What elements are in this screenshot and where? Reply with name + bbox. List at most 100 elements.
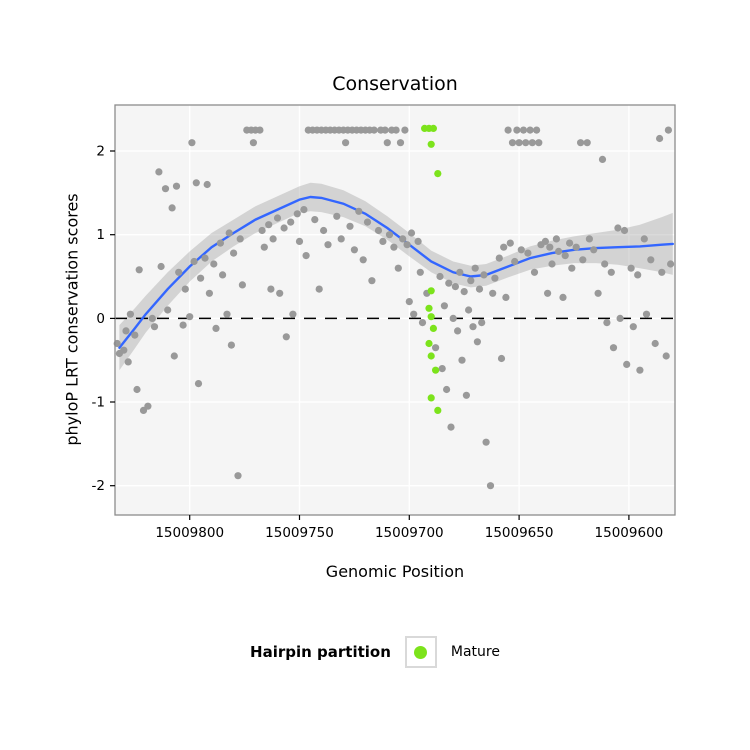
scatter-point-other [260,243,268,251]
smooth-line [118,195,674,349]
scatter-point-other [546,243,554,251]
scatter-point-other [627,264,635,272]
x-axis-label: Genomic Position [325,562,465,581]
scatter-point-other [607,268,615,276]
scatter-point-other [175,268,183,276]
panel-background [115,105,675,515]
scatter-point-other [276,289,284,297]
scatter-point-other [517,246,525,254]
scatter-point-other [451,283,459,291]
scatter-point-other [311,216,319,224]
scatter-point-other [620,226,629,235]
scatter-point-other [280,224,288,232]
scatter-point-other [614,224,622,232]
scatter-point-other [144,402,152,410]
scatter-point-other [489,289,497,297]
scatter-point-other [465,306,473,314]
scatter-point-other [500,243,508,251]
scatter-point-other [513,126,521,134]
scatter-point-other [383,139,391,147]
scatter-point-other [219,271,227,279]
chart-title: Conservation [332,73,458,95]
scatter-point-other [150,323,159,331]
scatter-point-other [583,139,591,147]
scatter-point-mature [434,170,442,178]
scatter-point-other [157,262,165,271]
scatter-point-other [265,221,273,229]
scatter-point-other [449,314,457,322]
scatter-point-other [667,260,675,268]
x-tick-label: 15009700 [375,525,444,541]
scatter-point-other [390,243,398,251]
scatter-point-other [559,293,567,301]
y-tick-label: 0 [96,311,105,327]
scatter-point-mature [427,313,435,321]
scatter-point-other [302,252,310,260]
scatter-point-other [445,279,453,287]
scatter-point-other [396,139,405,147]
legend: Hairpin partition Mature [0,636,750,668]
scatter-point-other [227,341,235,349]
scatter-point-other [124,358,132,366]
scatter-point-other [359,256,367,264]
scatter-point-other [172,182,181,190]
scatter-point-other [504,126,512,134]
scatter-point-other [572,243,580,251]
scatter-point-other [289,310,297,318]
scatter-point-other [491,274,499,282]
scatter-point-other [458,356,466,364]
legend-title: Hairpin partition [250,643,391,661]
scatter-point-mature [432,366,440,374]
scatter-point-other [590,246,598,254]
scatter-point-other [528,139,536,147]
scatter-point-other [502,293,510,301]
scatter-point-mature [427,140,435,148]
scatter-point-other [658,268,666,276]
scatter-point-other [201,254,209,262]
scatter-point-other [161,185,170,193]
scatter-point-other [555,247,563,255]
scatter-point-other [629,323,637,331]
scatter-point-other [454,327,462,335]
scatter-point-other [320,226,328,235]
scatter-point-other [478,319,486,327]
confidence-ribbon [119,182,673,371]
scatter-point-mature [434,406,442,414]
scatter-point-other [293,210,301,218]
x-tick-label: 15009800 [155,525,224,541]
scatter-point-other [392,126,400,134]
legend-item-label: Mature [450,644,500,660]
scatter-point-other [401,126,409,134]
scatter-point-other [530,268,539,276]
scatter-point-other [269,235,277,243]
scatter-point-other [216,239,224,247]
scatter-point-other [511,257,519,266]
scatter-point-other [212,324,220,332]
x-tick-label: 15009650 [485,525,554,541]
scatter-point-other [194,380,203,388]
scatter-point-other [519,126,528,134]
scatter-point-other [135,266,143,274]
scatter-point-other [495,254,503,262]
scatter-point-other [120,346,128,354]
scatter-point-other [594,289,602,297]
y-tick-label: 2 [96,144,105,160]
scatter-point-other [651,339,659,348]
scatter-point-other [598,155,607,163]
scatter-point-other [533,126,541,134]
scatter-point-other [181,285,189,293]
scatter-point-other [346,222,354,230]
x-tick-label: 15009600 [595,525,664,541]
scatter-point-other [122,327,130,335]
x-tick-label: 15009750 [265,525,334,541]
scatter-point-other [188,139,196,147]
scatter-point-other [447,423,455,431]
scatter-point-other [155,168,163,176]
scatter-point-other [315,285,323,293]
scatter-point-other [249,139,257,147]
scatter-point-other [568,264,576,272]
scatter-point-other [405,298,413,306]
scatter-point-other [210,260,218,268]
